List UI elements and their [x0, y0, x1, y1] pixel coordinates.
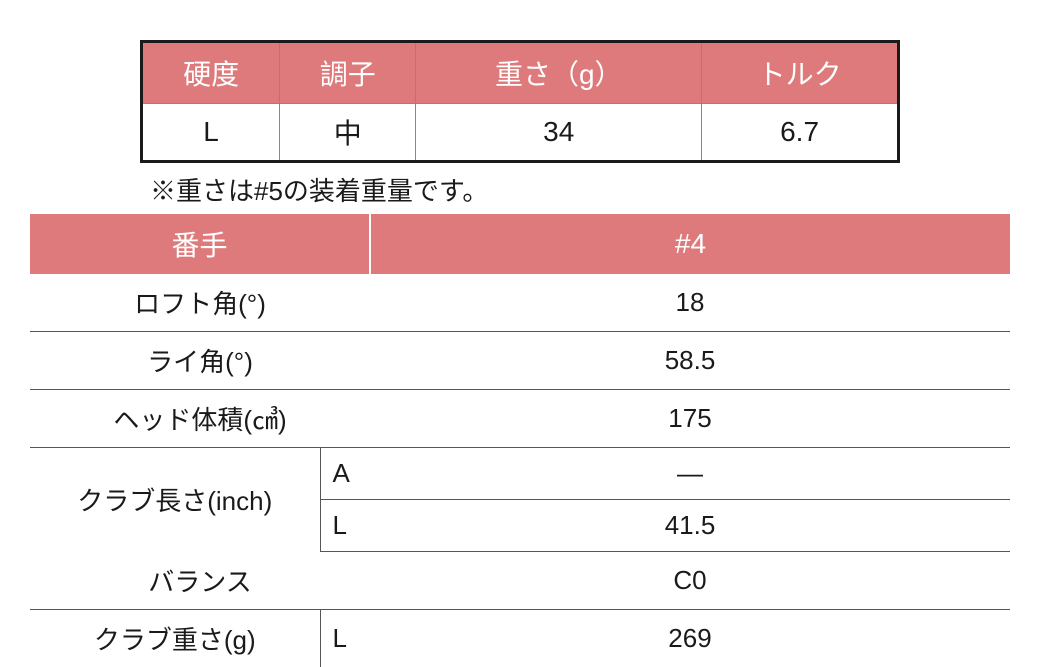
- col-club4: #4: [370, 214, 1010, 274]
- shaft-spec-table: 硬度 調子 重さ（g） トルク L 中 34 6.7: [140, 40, 900, 163]
- table-row: ロフト角(°) 18: [30, 274, 1010, 332]
- label-balance: バランス: [30, 552, 370, 610]
- value-length-a: ―: [370, 448, 1010, 500]
- table-row: バランス C0: [30, 552, 1010, 610]
- cell-kickpoint: 中: [280, 104, 416, 162]
- table-row: 硬度 調子 重さ（g） トルク: [142, 42, 899, 104]
- label-loft: ロフト角(°): [30, 274, 370, 332]
- col-kickpoint: 調子: [280, 42, 416, 104]
- label-volume: ヘッド体積(㎤): [30, 390, 370, 448]
- cell-torque: 6.7: [702, 104, 899, 162]
- table-row: 番手 #4: [30, 214, 1010, 274]
- sub-club-weight: L: [320, 610, 370, 667]
- col-number: 番手: [30, 214, 370, 274]
- weight-note: ※重さは#5の装着重量です。: [150, 163, 1010, 214]
- table-row: L 中 34 6.7: [142, 104, 899, 162]
- value-loft: 18: [370, 274, 1010, 332]
- cell-weight: 34: [416, 104, 702, 162]
- value-volume: 175: [370, 390, 1010, 448]
- cell-hardness: L: [142, 104, 280, 162]
- col-torque: トルク: [702, 42, 899, 104]
- label-lie: ライ角(°): [30, 332, 370, 390]
- label-club-weight: クラブ重さ(g): [30, 610, 320, 667]
- table-row: ヘッド体積(㎤) 175: [30, 390, 1010, 448]
- table-row: クラブ重さ(g) L 269: [30, 610, 1010, 667]
- value-club-weight: 269: [370, 610, 1010, 667]
- col-weight: 重さ（g）: [416, 42, 702, 104]
- value-balance: C0: [370, 552, 1010, 610]
- club-spec-table: 番手 #4 ロフト角(°) 18 ライ角(°) 58.5 ヘッド体積(㎤) 17…: [30, 214, 1010, 667]
- sub-length-a: A: [320, 448, 370, 500]
- value-length-l: 41.5: [370, 500, 1010, 552]
- label-length: クラブ長さ(inch): [30, 448, 320, 552]
- value-lie: 58.5: [370, 332, 1010, 390]
- table-row: ライ角(°) 58.5: [30, 332, 1010, 390]
- table-row: クラブ長さ(inch) A ―: [30, 448, 1010, 500]
- col-hardness: 硬度: [142, 42, 280, 104]
- sub-length-l: L: [320, 500, 370, 552]
